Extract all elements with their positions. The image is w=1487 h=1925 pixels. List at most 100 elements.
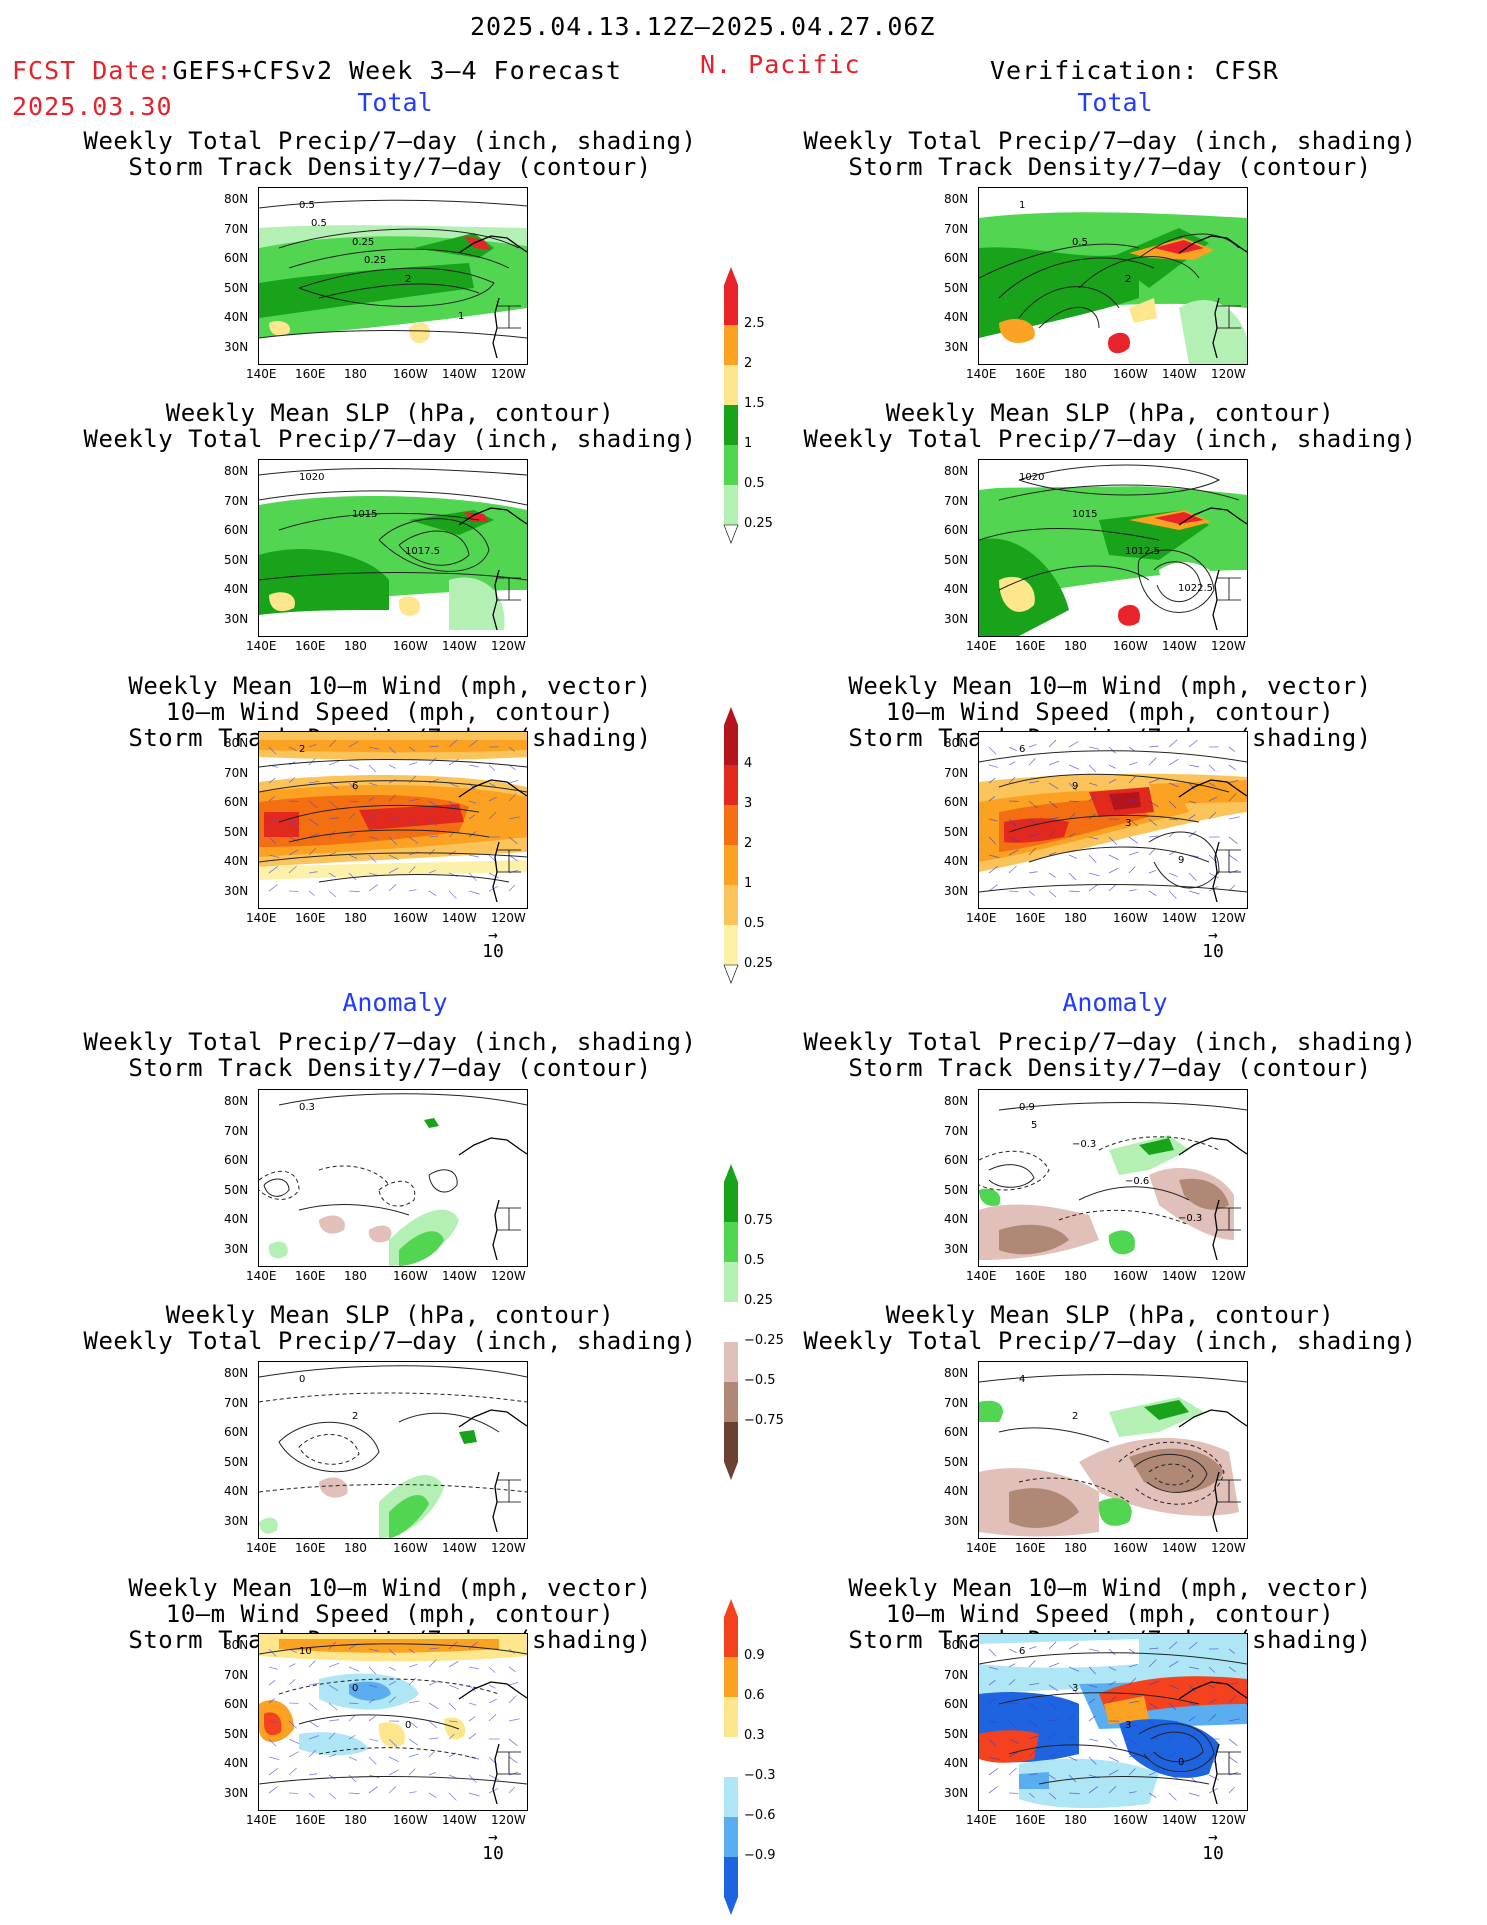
- wind-vector: [1108, 1738, 1118, 1747]
- wind-vector: [988, 1768, 999, 1776]
- wind-vector: [468, 1733, 477, 1740]
- lon-tick-label: 120W: [491, 1541, 526, 1555]
- lat-tick-label: 40N: [224, 582, 249, 596]
- wind-vector: [348, 1702, 359, 1705]
- wind-vector: [1168, 739, 1178, 748]
- wind-vector: [308, 1749, 317, 1758]
- wind-vector: [1068, 1774, 1077, 1783]
- wind-vector: [408, 1700, 420, 1704]
- wind-vector: [1108, 779, 1117, 784]
- lon-tick-label: 160E: [295, 1541, 326, 1555]
- wind-vector: [1208, 872, 1219, 879]
- wind-vector: [268, 777, 276, 784]
- contour-line: [398, 1412, 500, 1433]
- coastline-alaska: [458, 507, 527, 526]
- contour-line: [1078, 1186, 1190, 1201]
- wind-vector: [328, 739, 337, 748]
- wind-vector: [368, 1715, 376, 1722]
- wind-vector: [1048, 890, 1057, 898]
- contour-line: [378, 1180, 416, 1207]
- map-panel: 6 3 3 0: [978, 1633, 1248, 1811]
- contour-line: [259, 1392, 527, 1403]
- lon-tick-label: 160E: [1015, 1269, 1046, 1283]
- contour-label: 0.5: [1072, 237, 1088, 248]
- wind-vector: [1108, 1756, 1120, 1763]
- colorbar-tick-label: −0.6: [744, 1808, 776, 1823]
- wind-vector: [1188, 739, 1198, 748]
- wind-vector: [1028, 1749, 1037, 1758]
- wind-vector: [428, 1659, 437, 1668]
- wind-vector: [328, 1719, 340, 1722]
- shading-region: [979, 1730, 1039, 1763]
- state-borders: [1217, 1479, 1241, 1503]
- lat-tick-label: 40N: [944, 1484, 969, 1498]
- wind-vector: [468, 800, 477, 804]
- wind-vector: [448, 782, 459, 788]
- contour-label: 1: [1019, 200, 1025, 211]
- shading-region: [359, 804, 464, 830]
- wind-vector: [1088, 1666, 1097, 1675]
- wind-vector: [1148, 757, 1157, 766]
- lat-tick-label: 60N: [224, 1425, 249, 1439]
- wind-vector: [1028, 833, 1040, 838]
- wind-vector: [288, 1720, 297, 1729]
- wind-vector: [1088, 854, 1097, 863]
- wind-vector: [1048, 851, 1057, 856]
- lon-tick-label: 140W: [442, 1541, 477, 1555]
- contour-line: [278, 1093, 527, 1106]
- wind-vector: [1168, 831, 1175, 838]
- contour-label: 0.25: [352, 237, 374, 248]
- lon-tick-label: 160W: [393, 367, 428, 381]
- colorbar-segment: [724, 1737, 738, 1777]
- wind-vector: [1028, 1646, 1037, 1650]
- wind-vector: [1168, 1774, 1178, 1780]
- lat-tick-label: 50N: [224, 552, 249, 567]
- colorbar-segment: [724, 1262, 738, 1302]
- colorbar-segment: [724, 1422, 738, 1462]
- contour-line: [259, 330, 527, 339]
- lon-tick-label: 160W: [1113, 1813, 1148, 1827]
- colorbar-tick-label: 1: [744, 876, 753, 891]
- contour-line: [979, 1150, 1050, 1191]
- lon-tick-label: 160E: [1015, 367, 1046, 381]
- wind-vector: [308, 1682, 320, 1686]
- shading-region: [1179, 299, 1247, 364]
- contour-line: [398, 530, 470, 566]
- contour-label: 2: [299, 744, 305, 755]
- lon-tick-label: 180: [1064, 639, 1087, 653]
- wind-vector: [288, 746, 297, 752]
- coastline-alaska: [458, 1681, 527, 1700]
- wind-vector: [388, 794, 396, 802]
- lat-tick-label: 70N: [224, 1667, 249, 1682]
- contour-line: [288, 248, 510, 269]
- shading-region: [444, 1717, 466, 1740]
- shading-region: [979, 1639, 1139, 1668]
- wind-vector: [308, 1720, 319, 1728]
- contour-label: 3: [1072, 1683, 1078, 1694]
- wind-vector: [1088, 1738, 1099, 1742]
- colorbar-precip-total: [723, 267, 739, 544]
- shading-region: [979, 460, 1247, 488]
- lat-tick-label: 60N: [944, 795, 969, 809]
- colorbar-tick-label: 0.25: [744, 516, 773, 531]
- wind-vector: [1068, 854, 1078, 859]
- shading-region: [319, 1477, 348, 1498]
- wind-vector: [1208, 1698, 1217, 1704]
- lon-tick-label: 140W: [1162, 1541, 1197, 1555]
- wind-vector: [388, 1648, 396, 1656]
- lon-tick-label: 140W: [442, 639, 477, 653]
- map-panel: 6 9 3 9: [978, 731, 1248, 909]
- colorbar-segment: [724, 325, 738, 365]
- lon-tick-label: 160E: [1015, 639, 1046, 653]
- wind-vector: [1068, 1666, 1080, 1672]
- wind-vector: [388, 1756, 400, 1763]
- lon-tick-label: 160W: [393, 911, 428, 925]
- wind-vector: [428, 800, 439, 808]
- contour-line: [288, 829, 490, 843]
- coastline-alaska: [1178, 235, 1247, 254]
- shading-region: [259, 225, 527, 248]
- contour-line: [298, 1714, 460, 1730]
- shading-region: [464, 512, 489, 522]
- map-canvas: 26: [259, 732, 527, 903]
- colorbar-tick-label: 3: [744, 796, 753, 811]
